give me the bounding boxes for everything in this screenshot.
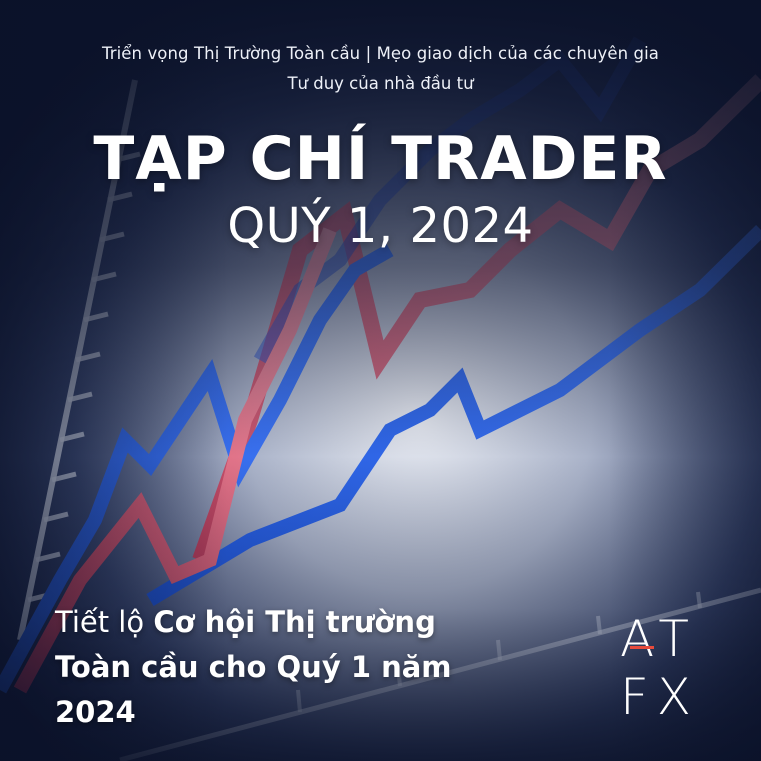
atfx-logo: AT FX: [620, 610, 720, 730]
logo-row-bottom: FX: [620, 668, 700, 726]
tagline-secondary: Tư duy của nhà đầu tư: [287, 74, 474, 93]
headline-bold: Cơ hội Thị trường Toàn cầu cho Quý 1 năm…: [55, 605, 452, 729]
headline-prefix: Tiết lộ: [55, 605, 154, 639]
logo-accent-dash: [630, 646, 654, 649]
tagline-primary: Triển vọng Thị Trường Toàn cầu | Mẹo gia…: [101, 44, 660, 63]
magazine-title: TẠP CHÍ TRADER: [93, 124, 668, 194]
headline: Tiết lộ Cơ hội Thị trường Toàn cầu cho Q…: [55, 600, 495, 735]
quarter-label: QUÝ 1, 2024: [227, 198, 534, 254]
logo-row-top: AT: [620, 610, 697, 668]
